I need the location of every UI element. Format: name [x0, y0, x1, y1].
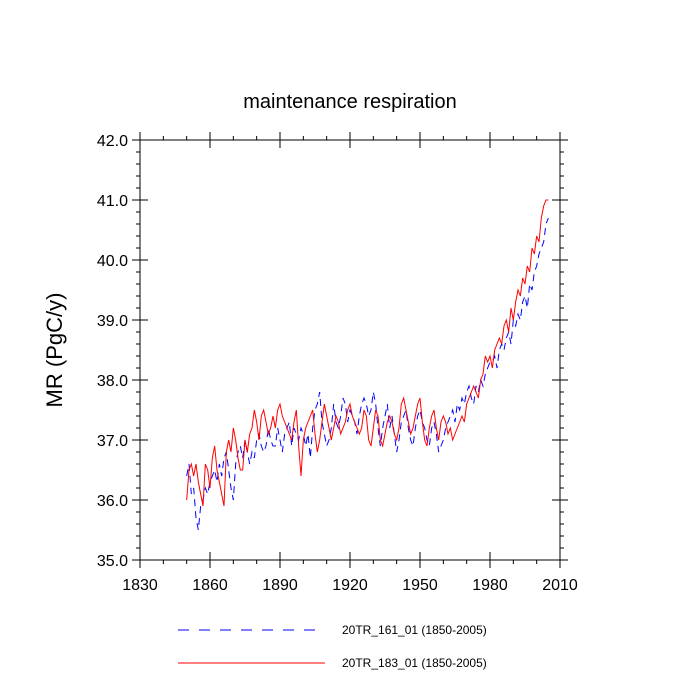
y-tick-label: 35.0: [97, 553, 128, 570]
series-line-1: [186, 217, 549, 531]
legend-label-2: 20TR_183_01 (1850-2005): [342, 656, 487, 670]
y-tick-label: 39.0: [97, 313, 128, 330]
x-tick-label: 1860: [192, 577, 228, 594]
legend-label-1: 20TR_161_01 (1850-2005): [342, 623, 487, 637]
x-tick-label: 1920: [332, 577, 368, 594]
series-layer: [186, 199, 549, 531]
y-tick-label: 40.0: [97, 253, 128, 270]
y-tick-label: 41.0: [97, 193, 128, 210]
series-line-2: [186, 199, 549, 507]
y-axis-label: MR (PgC/y): [42, 293, 67, 408]
x-tick-label: 1950: [402, 577, 438, 594]
x-tick-label: 1980: [472, 577, 508, 594]
y-tick-label: 36.0: [97, 493, 128, 510]
y-tick-label: 38.0: [97, 373, 128, 390]
y-tick-label: 37.0: [97, 433, 128, 450]
chart-title: maintenance respiration: [243, 91, 456, 113]
x-tick-label: 1830: [122, 577, 158, 594]
x-tick-label: 2010: [542, 577, 578, 594]
y-tick-label: 42.0: [97, 133, 128, 150]
x-axis: 1830 1860 1890 1920 1950 1980 2010: [122, 132, 578, 594]
y-axis: 35.0 36.0 37.0 38.0 39.0 40.0 41.0 42.0: [97, 133, 568, 570]
x-tick-label: 1890: [262, 577, 298, 594]
plot-frame: [139, 139, 561, 561]
legend: 20TR_161_01 (1850-2005) 20TR_183_01 (1850…: [178, 623, 487, 670]
